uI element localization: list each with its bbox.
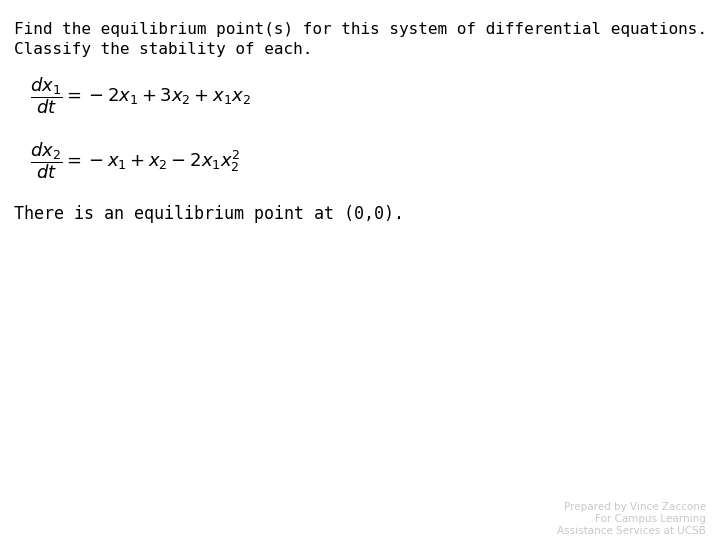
Text: Find the equilibrium point(s) for this system of differential equations.: Find the equilibrium point(s) for this s… — [14, 22, 707, 37]
Text: For Campus Learning: For Campus Learning — [595, 514, 706, 524]
Text: $\dfrac{dx_1}{dt} = -2x_1 + 3x_2 + x_1x_2$: $\dfrac{dx_1}{dt} = -2x_1 + 3x_2 + x_1x_… — [30, 75, 251, 116]
Text: Classify the stability of each.: Classify the stability of each. — [14, 42, 312, 57]
Text: Prepared by Vince Zaccone: Prepared by Vince Zaccone — [564, 502, 706, 512]
Text: Assistance Services at UCSB: Assistance Services at UCSB — [557, 526, 706, 536]
Text: There is an equilibrium point at (0,0).: There is an equilibrium point at (0,0). — [14, 205, 404, 223]
Text: $\dfrac{dx_2}{dt} = -x_1 + x_2 - 2x_1x_2^2$: $\dfrac{dx_2}{dt} = -x_1 + x_2 - 2x_1x_2… — [30, 140, 240, 181]
